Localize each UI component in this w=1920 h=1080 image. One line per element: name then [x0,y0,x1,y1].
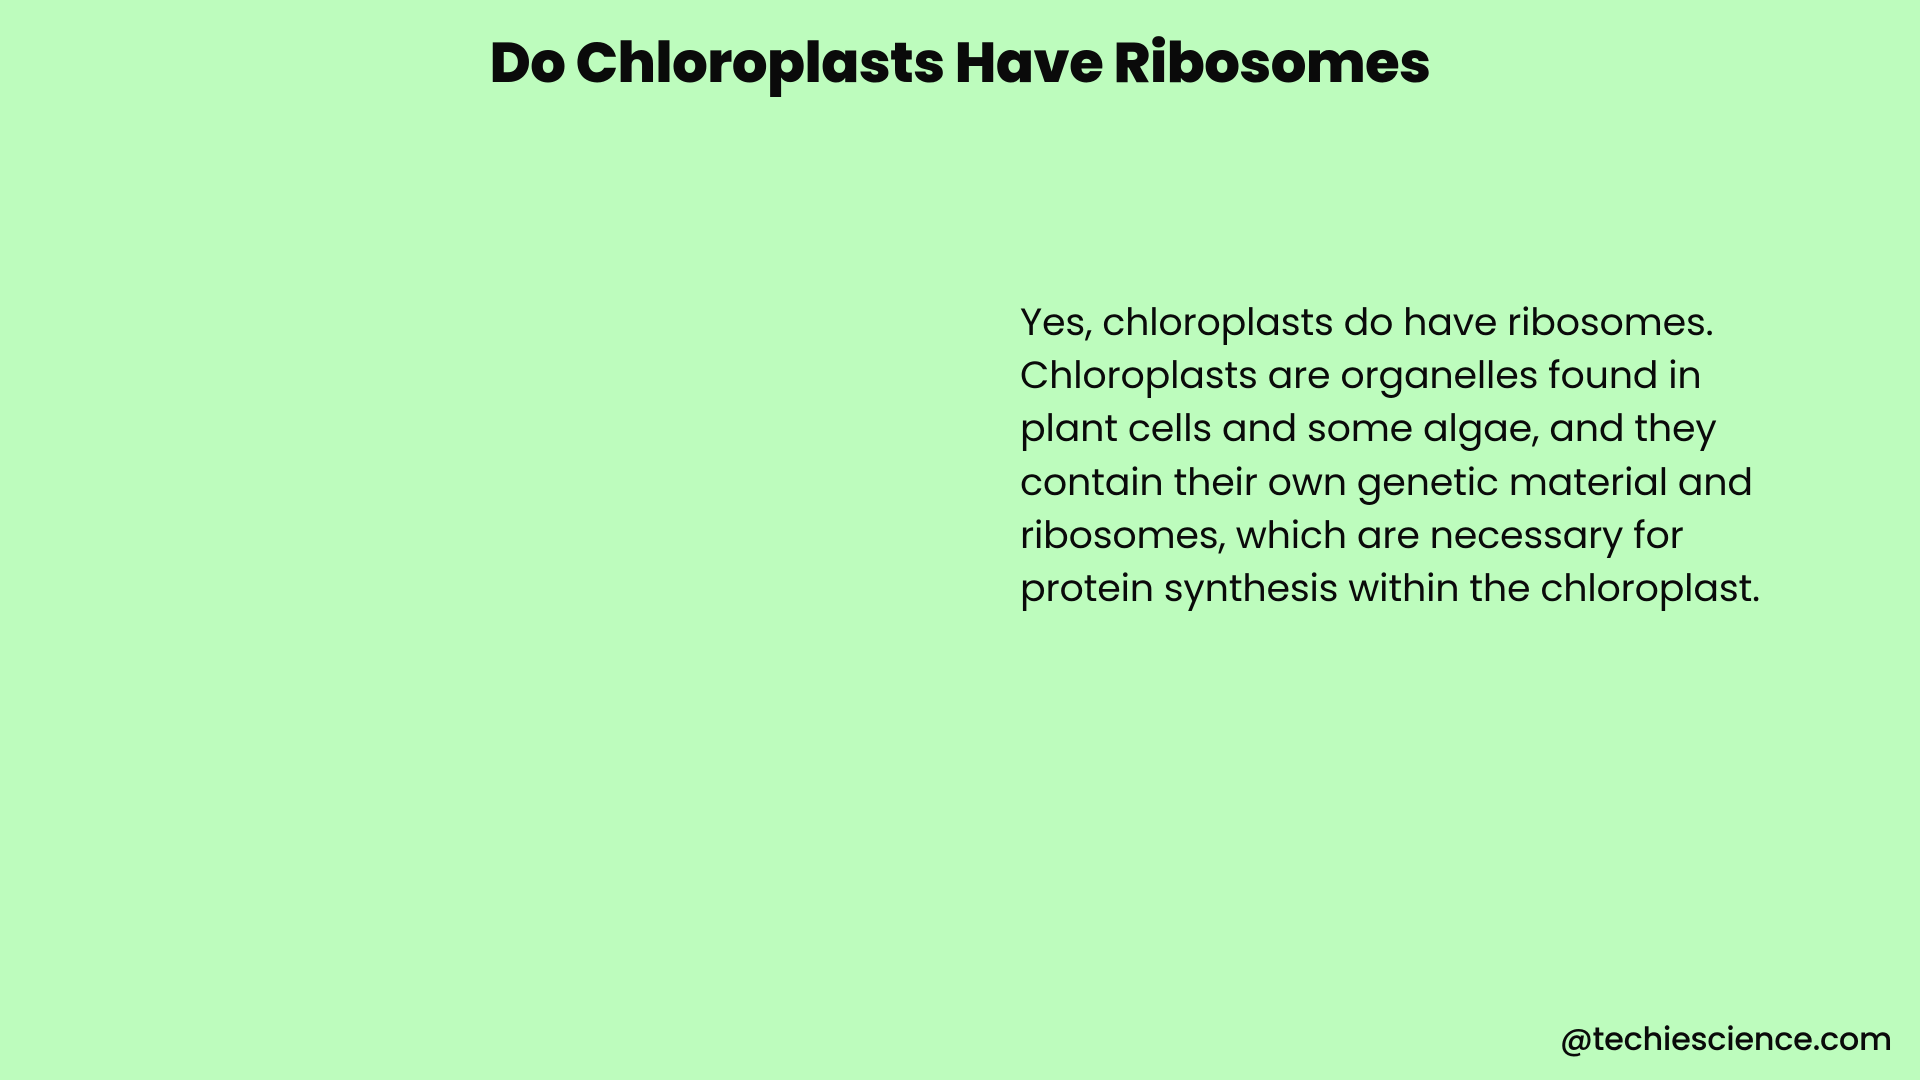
slide-body-text: Yes, chloroplasts do have ribosomes. Chl… [1020,296,1790,615]
attribution-text: @techiescience.com [1560,1016,1892,1064]
slide-title: Do Chloroplasts Have Ribosomes [0,20,1920,105]
